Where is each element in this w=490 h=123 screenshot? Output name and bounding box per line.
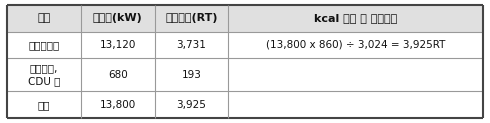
Text: 193: 193 [182, 70, 201, 80]
Text: (13,800 x 860) ÷ 3,024 = 3,925RT: (13,800 x 860) ÷ 3,024 = 3,925RT [266, 40, 445, 50]
Bar [7, 58, 81, 91]
Bar [81, 32, 155, 58]
Text: 3,731: 3,731 [176, 40, 206, 50]
Bar [228, 58, 483, 91]
Text: 13,120: 13,120 [99, 40, 136, 50]
Bar [228, 32, 483, 58]
Bar [155, 32, 228, 58]
Text: 합계: 합계 [38, 100, 50, 110]
Text: 컴퓨팅노드: 컴퓨팅노드 [28, 40, 60, 50]
Bar [81, 58, 155, 91]
Bar [228, 91, 483, 118]
Text: 13,800: 13,800 [100, 100, 136, 110]
Bar [155, 5, 228, 32]
Text: 구분: 구분 [38, 13, 51, 23]
Bar [155, 58, 228, 91]
Text: 3,925: 3,925 [176, 100, 206, 110]
Bar [7, 91, 81, 118]
Bar [7, 5, 81, 32]
Bar [81, 91, 155, 118]
Bar [155, 91, 228, 118]
Bar [228, 5, 483, 32]
Text: 냉각용량(RT): 냉각용량(RT) [165, 13, 218, 23]
Text: 발열량(kW): 발열량(kW) [93, 13, 143, 23]
Text: kcal 환산 및 용량산정: kcal 환산 및 용량산정 [314, 13, 397, 23]
Text: 스토리지,
CDU 등: 스토리지, CDU 등 [28, 64, 60, 86]
Bar [81, 5, 155, 32]
Bar [7, 32, 81, 58]
Text: 680: 680 [108, 70, 128, 80]
